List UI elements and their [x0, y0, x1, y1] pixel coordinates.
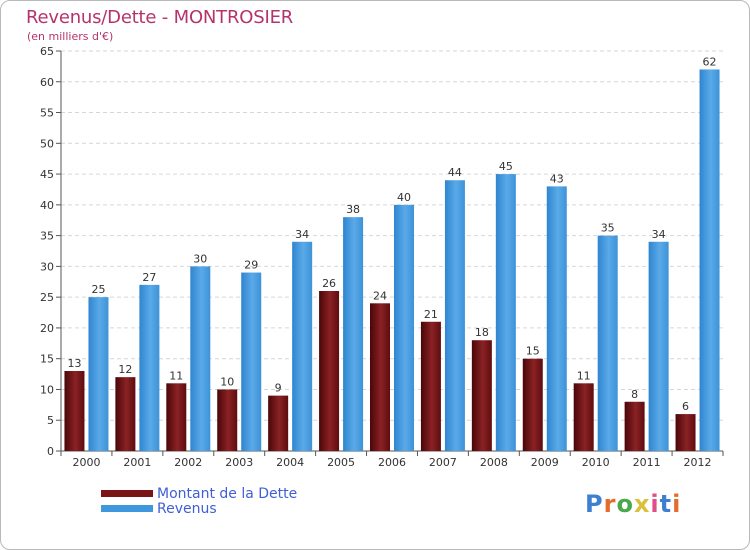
x-tick-label: 2001	[123, 456, 151, 469]
y-tick-label: 30	[40, 260, 54, 273]
value-label-revenue: 35	[601, 222, 615, 235]
y-tick-label: 20	[40, 322, 54, 335]
bar-revenue	[648, 241, 669, 451]
value-label-debt: 10	[220, 375, 234, 388]
x-tick-label: 2002	[174, 456, 202, 469]
logo-letter: i	[672, 490, 682, 518]
bar-debt	[522, 358, 543, 451]
chart-title: Revenus/Dette - MONTROSIER	[26, 7, 294, 28]
value-label-revenue: 45	[499, 160, 513, 173]
value-label-debt: 11	[577, 369, 591, 382]
value-label-debt: 11	[169, 369, 183, 382]
value-label-revenue: 38	[346, 203, 360, 216]
x-tick-label: 2005	[327, 456, 355, 469]
legend-swatch-revenue	[101, 505, 153, 512]
value-label-debt: 15	[526, 345, 540, 358]
bar-debt	[675, 414, 696, 451]
y-tick-label: 0	[47, 445, 54, 458]
value-label-revenue: 44	[448, 166, 462, 179]
value-label-revenue: 43	[550, 172, 564, 185]
value-label-debt: 6	[682, 400, 689, 413]
value-label-revenue: 40	[397, 191, 411, 204]
bar-debt	[624, 401, 645, 451]
y-tick-label: 50	[40, 137, 54, 150]
proxiti-logo: Proxiti	[585, 490, 681, 518]
value-label-revenue: 27	[142, 271, 156, 284]
logo-letter: o	[616, 490, 634, 518]
value-label-revenue: 29	[244, 259, 258, 272]
value-labels: 13 25 12 27 11 30 10 29 9 34 26 38 24 40 21 44 18 45 15 43 1…	[67, 55, 716, 413]
value-label-revenue: 30	[193, 252, 207, 265]
bar-revenue	[546, 186, 567, 451]
logo-letter: r	[603, 490, 617, 518]
x-tick-label: 2004	[276, 456, 304, 469]
value-label-debt: 12	[118, 363, 132, 376]
y-tick-label: 25	[40, 291, 54, 304]
grid-lines	[61, 50, 723, 421]
value-label-debt: 13	[67, 357, 81, 370]
legend-label-revenue: Revenus	[157, 501, 217, 517]
legend-label-debt: Montant de la Dette	[157, 486, 298, 502]
bar-revenue	[343, 217, 364, 451]
value-label-revenue: 25	[91, 283, 105, 296]
y-tick-label: 5	[47, 414, 54, 427]
bar-debt	[471, 340, 492, 451]
y-tick-label: 65	[40, 45, 54, 58]
bar-debt	[370, 303, 390, 451]
x-tick-label: 2009	[531, 456, 559, 469]
value-label-debt: 24	[373, 289, 387, 302]
value-label-revenue: 62	[703, 55, 717, 68]
x-tick-label: 2011	[633, 456, 661, 469]
y-tick-label: 10	[40, 383, 54, 396]
x-tick-label: 2007	[429, 456, 457, 469]
y-tick-label: 35	[40, 230, 54, 243]
bar-debt	[420, 321, 441, 451]
x-tick-label: 2003	[225, 456, 253, 469]
bar-revenue	[444, 180, 465, 451]
x-tick-label: 2012	[684, 456, 712, 469]
bar-debt	[64, 371, 85, 451]
bar-debt	[115, 377, 136, 451]
x-tick-label: 2000	[72, 456, 100, 469]
logo-letter: P	[585, 490, 604, 518]
bar-revenue	[190, 266, 211, 451]
bar-debt	[319, 291, 340, 451]
y-tick-label: 55	[40, 107, 54, 120]
bar-debt	[217, 389, 238, 451]
bars	[64, 69, 720, 452]
bar-revenue	[241, 272, 262, 451]
chart-subtitle: (en milliers d'€)	[27, 30, 114, 43]
legend-swatch-debt	[101, 490, 153, 497]
logo-letter: t	[659, 490, 673, 518]
y-tick-label: 40	[40, 199, 54, 212]
bar-revenue	[139, 284, 160, 451]
bar-revenue	[597, 235, 618, 451]
y-tick-label: 60	[40, 76, 54, 89]
value-label-debt: 9	[275, 382, 282, 395]
logo-letter: i	[650, 490, 660, 518]
tick-labels: 0 5 10 15 20 25 30 35 40 45 50 55 60 65 2000 2001 2002 20…	[40, 45, 712, 469]
y-tick-label: 45	[40, 168, 54, 181]
x-tick-label: 2006	[378, 456, 406, 469]
x-tick-label: 2008	[480, 456, 508, 469]
bar-revenue	[699, 69, 720, 451]
value-label-debt: 8	[631, 388, 638, 401]
value-label-revenue: 34	[295, 228, 309, 241]
bar-revenue	[292, 241, 313, 451]
logo-letter: x	[633, 490, 651, 518]
bar-revenue	[88, 297, 109, 451]
bar-debt	[573, 383, 594, 451]
bar-debt	[268, 395, 289, 451]
bar-revenue	[495, 174, 516, 452]
value-label-debt: 26	[322, 277, 336, 290]
x-tick-label: 2010	[582, 456, 610, 469]
bar-debt	[166, 383, 187, 451]
value-label-debt: 18	[475, 326, 489, 339]
y-tick-label: 15	[40, 353, 54, 366]
value-label-debt: 21	[424, 308, 438, 321]
value-label-revenue: 34	[652, 228, 666, 241]
bar-revenue	[394, 204, 414, 451]
